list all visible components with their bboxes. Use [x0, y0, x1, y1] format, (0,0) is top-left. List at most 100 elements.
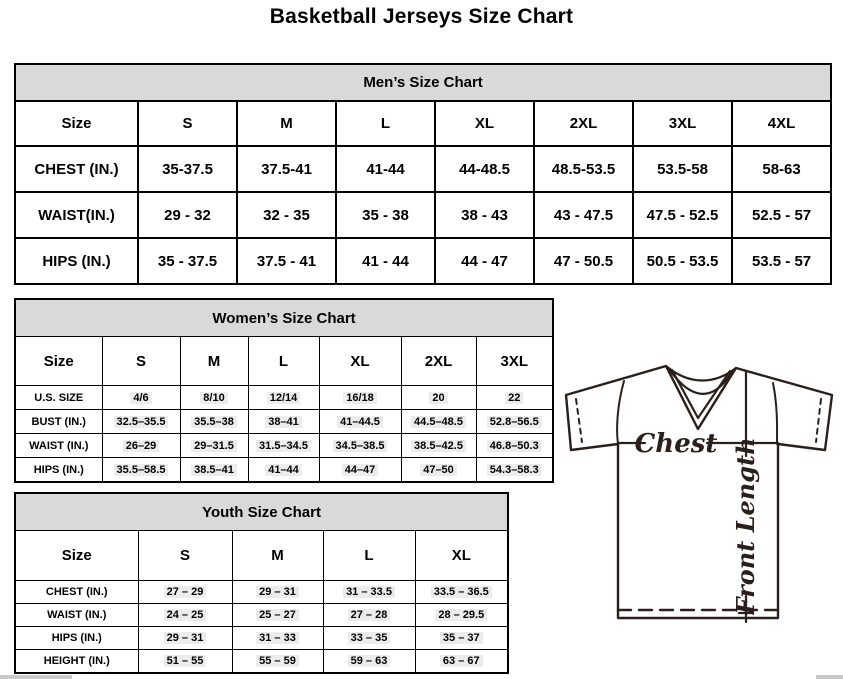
mens-col-header-xl: XL — [434, 100, 535, 147]
cell-value: 59 – 63 — [347, 655, 391, 667]
youth-table-title: Youth Size Chart — [14, 492, 509, 531]
womens-col-header-size: Size — [14, 336, 103, 386]
front-length-label: Front Length — [731, 437, 760, 615]
table-cell: 51 – 55 — [137, 649, 233, 674]
womens-col-header-xl: XL — [318, 336, 402, 386]
table-cell: 63 – 67 — [414, 649, 509, 674]
cell-value: 33.5 – 36.5 — [430, 586, 492, 598]
cell-value: 20 — [429, 391, 448, 404]
cell-value: 16/18 — [343, 391, 377, 404]
mens-col-header-s: S — [137, 100, 238, 147]
row-label: U.S. SIZE — [14, 385, 103, 410]
table-cell: 35.5–58.5 — [101, 457, 181, 483]
table-cell: 32.5–35.5 — [101, 409, 181, 434]
cell-value: 27 – 29 — [163, 586, 207, 598]
table-cell: 41 - 44 — [335, 237, 436, 285]
youth-col-header-m: M — [231, 530, 324, 581]
page-title: Basketball Jerseys Size Chart — [269, 5, 574, 28]
womens-bust-row: BUST (IN.) 32.5–35.5 35.5–38 38–41 41–44… — [14, 409, 554, 434]
cell-value: 26–29 — [122, 439, 160, 452]
jersey-left-cuff-dashed — [575, 398, 583, 443]
table-cell: 29 – 31 — [231, 580, 324, 604]
table-cell: 52.8–56.5 — [475, 409, 554, 434]
table-cell: 38–41 — [247, 409, 320, 434]
womens-col-header-2xl: 2XL — [400, 336, 477, 386]
cell-value: 29–31.5 — [191, 439, 237, 452]
cell-value: 38–41 — [265, 415, 302, 428]
table-cell: 26–29 — [101, 433, 181, 458]
cell-value: 41–44 — [265, 463, 302, 476]
cell-value: 35 – 37 — [439, 632, 483, 644]
womens-col-header-m: M — [179, 336, 249, 386]
jersey-right-seam — [772, 382, 779, 445]
table-cell: 41-44 — [335, 145, 436, 193]
youth-header-row: Size S M L XL — [14, 530, 509, 581]
table-cell: 47 - 50.5 — [533, 237, 634, 285]
table-cell: 27 – 28 — [322, 603, 416, 627]
cell-value: 38.5–42.5 — [411, 439, 466, 452]
mens-col-header-4xl: 4XL — [730, 100, 833, 147]
cell-value: 31 – 33.5 — [343, 586, 395, 598]
table-cell: 4/6 — [101, 385, 181, 410]
cell-value: 44–47 — [341, 463, 379, 476]
row-label: WAIST (IN.) — [14, 433, 103, 458]
table-cell: 29 - 32 — [137, 191, 238, 239]
table-cell: 38.5–41 — [179, 457, 249, 483]
table-cell: 53.5-58 — [632, 145, 733, 193]
table-cell: 55 – 59 — [231, 649, 324, 674]
table-cell: 29 – 31 — [137, 626, 233, 650]
table-cell: 52.5 - 57 — [730, 191, 833, 239]
row-label: HIPS (IN.) — [14, 237, 139, 285]
table-cell: 31 – 33.5 — [322, 580, 416, 604]
youth-col-header-l: L — [322, 530, 416, 581]
table-cell: 37.5-41 — [236, 145, 337, 193]
table-cell: 35-37.5 — [137, 145, 238, 193]
cell-value: 8/10 — [200, 391, 228, 404]
womens-header-row: Size S M L XL 2XL 3XL — [14, 336, 554, 386]
youth-col-header-xl: XL — [414, 530, 509, 581]
row-label: CHEST (IN.) — [14, 580, 139, 604]
mens-col-header-l: L — [335, 100, 436, 147]
table-cell: 35 – 37 — [414, 626, 509, 650]
table-cell: 28 – 29.5 — [414, 603, 509, 627]
cell-value: 54.3–58.3 — [486, 463, 542, 476]
womens-col-header-l: L — [247, 336, 320, 386]
row-label: HIPS (IN.) — [14, 457, 103, 483]
jersey-vneck-inner — [670, 368, 732, 420]
cell-value: 52.8–56.5 — [486, 415, 542, 428]
cell-value: 22 — [505, 391, 524, 404]
row-label: HEIGHT (IN.) — [14, 649, 139, 674]
table-cell: 35.5–38 — [179, 409, 249, 434]
womens-col-header-3xl: 3XL — [475, 336, 554, 386]
table-cell: 38 - 43 — [434, 191, 535, 239]
jersey-outline — [564, 364, 834, 620]
horizontal-scrollbar-end-piece[interactable] — [816, 675, 843, 679]
cell-value: 29 – 31 — [256, 586, 299, 598]
cell-value: 27 – 28 — [347, 609, 391, 621]
mens-col-header-m: M — [236, 100, 337, 147]
cell-value: 46.8–50.3 — [486, 439, 542, 452]
jersey-measurement-diagram: Chest Front Length — [556, 356, 843, 646]
horizontal-scrollbar-thumb[interactable] — [0, 675, 72, 679]
table-cell: 58-63 — [730, 145, 833, 193]
table-cell: 44–47 — [318, 457, 402, 483]
cell-value: 12/14 — [266, 391, 301, 404]
mens-waist-row: WAIST(IN.) 29 - 32 32 - 35 35 - 38 38 - … — [14, 191, 833, 239]
row-label: BUST (IN.) — [14, 409, 103, 434]
chest-label: Chest — [635, 429, 718, 459]
cell-value: 41–44.5 — [337, 415, 383, 428]
womens-table-title: Women’s Size Chart — [14, 298, 554, 337]
mens-size-chart-table: Men’s Size Chart Size S M L XL 2XL 3XL 4… — [13, 63, 833, 285]
table-cell: 35 - 38 — [335, 191, 436, 239]
table-title-row: Women’s Size Chart — [14, 298, 554, 337]
cell-value: 31.5–34.5 — [256, 439, 311, 452]
table-cell: 38.5–42.5 — [400, 433, 477, 458]
table-cell: 20 — [400, 385, 477, 410]
table-cell: 33 – 35 — [322, 626, 416, 650]
table-cell: 44-48.5 — [434, 145, 535, 193]
mens-table-title: Men’s Size Chart — [13, 63, 833, 102]
table-cell: 16/18 — [318, 385, 402, 410]
cell-value: 34.5–38.5 — [332, 439, 388, 452]
youth-col-header-size: Size — [14, 530, 139, 581]
row-label: WAIST(IN.) — [14, 191, 139, 239]
